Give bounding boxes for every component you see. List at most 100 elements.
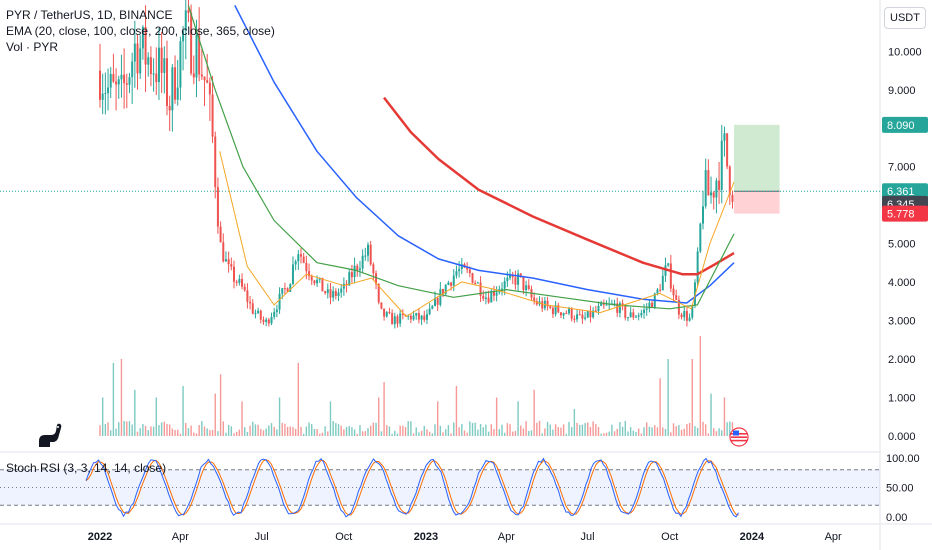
candle-body — [112, 74, 115, 82]
volume-bar — [209, 430, 211, 436]
volume-bar — [337, 424, 340, 436]
volume-legend[interactable]: Vol · PYR — [6, 40, 59, 54]
candle-body — [396, 316, 399, 324]
candle-body — [286, 288, 289, 292]
candle-body — [637, 315, 640, 317]
time-axis-tick: Apr — [498, 531, 515, 543]
volume-bar — [474, 422, 476, 436]
candle-body — [685, 311, 688, 321]
volume-bar — [729, 421, 731, 436]
volume-bar — [359, 425, 361, 436]
candle-body — [157, 47, 160, 83]
volume-bar — [608, 431, 610, 436]
volume-bar — [225, 432, 227, 436]
price-axis-tick: 3.000 — [888, 315, 916, 327]
candle-body — [696, 251, 699, 283]
candle-body — [450, 282, 453, 286]
candle-body — [428, 308, 431, 315]
volume-bar — [654, 425, 656, 436]
volume-bar — [302, 433, 305, 436]
candle-body — [214, 136, 217, 188]
volume-bar — [458, 427, 460, 436]
candle-body — [578, 314, 581, 316]
candle-body — [166, 58, 168, 106]
volume-bar — [388, 426, 391, 436]
volume-bar — [343, 429, 345, 436]
candle-body — [702, 206, 704, 224]
candle-body — [468, 269, 471, 274]
candle-body — [554, 305, 557, 315]
price-axis-tick: 9.000 — [888, 85, 916, 97]
volume-bar — [637, 428, 640, 436]
volume-bar — [252, 421, 254, 436]
candle-body — [699, 223, 702, 252]
candle-body — [407, 315, 410, 317]
volume-bar — [436, 401, 439, 436]
candle-body — [149, 57, 152, 74]
volume-bar — [579, 424, 581, 436]
volume-bar — [147, 430, 149, 436]
volume-bar — [273, 426, 275, 436]
candle-body — [715, 180, 718, 198]
stoch-rsi-legend[interactable]: Stoch RSI (3, 3, 14, 14, close) — [6, 461, 167, 475]
volume-bar — [361, 431, 364, 436]
volume-bar — [305, 426, 308, 436]
volume-bar — [713, 428, 715, 436]
volume-bar — [541, 433, 543, 436]
volume-bar — [477, 429, 479, 436]
candle-body — [584, 317, 587, 319]
candle-body — [141, 26, 144, 49]
volume-bar — [332, 421, 334, 436]
volume-bar — [707, 433, 710, 436]
candle-body — [425, 314, 428, 320]
candle-body — [224, 259, 227, 262]
volume-axis-tick: 1.000 — [888, 393, 916, 405]
us-flag-icon[interactable] — [729, 427, 749, 447]
volume-bar — [324, 426, 326, 436]
candle-body — [262, 319, 265, 322]
stoch-k-line — [85, 457, 739, 518]
volume-bar — [426, 429, 428, 436]
volume-bar — [195, 433, 198, 436]
candle-body — [723, 133, 726, 141]
volume-bar — [581, 424, 584, 436]
candle-body — [174, 67, 177, 100]
ema-legend[interactable]: EMA (20, close, 100, close, 200, close, … — [6, 24, 275, 38]
candle-body — [308, 271, 311, 277]
candle-body — [436, 298, 439, 305]
volume-bar — [238, 429, 241, 436]
volume-bar — [667, 359, 669, 436]
candle-body — [431, 305, 434, 309]
candle-body — [659, 289, 662, 291]
candle-body — [643, 309, 646, 313]
candle-body — [348, 272, 351, 286]
candle-body — [254, 312, 257, 314]
candle-body — [313, 280, 316, 284]
candle-body — [375, 273, 378, 285]
volume-bar — [104, 423, 107, 436]
tradingview-logo-icon[interactable] — [36, 420, 64, 450]
candle-body — [509, 274, 512, 278]
volume-bar — [166, 423, 168, 436]
ema-20-line — [219, 151, 735, 317]
currency-unit-button[interactable]: USDT — [884, 7, 926, 29]
candle-body — [487, 297, 490, 303]
volume-bar — [120, 359, 123, 436]
volume-bar — [694, 426, 696, 436]
candle-body — [549, 306, 552, 308]
symbol-title[interactable]: PYR / TetherUS, 1D, BINANCE — [6, 8, 173, 22]
candle-body — [474, 282, 477, 284]
volume-bar — [345, 426, 348, 436]
candle-body — [184, 10, 187, 31]
volume-bar — [292, 427, 294, 436]
candle-body — [192, 73, 195, 78]
position-loss-zone — [734, 191, 780, 214]
time-axis-tick: Apr — [172, 531, 189, 543]
volume-bar — [517, 401, 519, 436]
candle-body — [527, 285, 530, 289]
volume-bar — [187, 428, 190, 436]
candle-body — [187, 10, 190, 13]
volume-bar — [244, 427, 246, 436]
candle-body — [691, 305, 694, 318]
